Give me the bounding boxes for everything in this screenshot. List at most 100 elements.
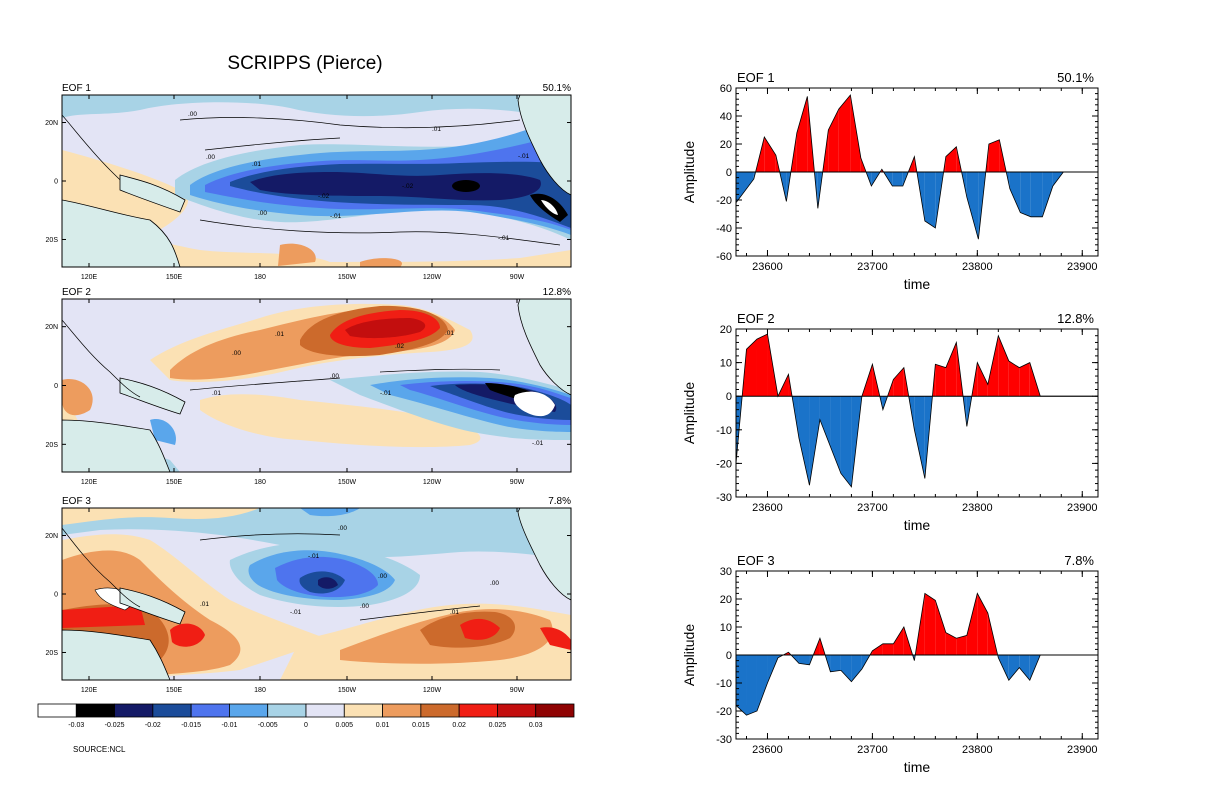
map-axis-ticks: 120E 150E 180 150W 120W 90W 20N 0 20S 120E 150E 180…	[45, 95, 571, 694]
colorbar-label: 0.02	[452, 722, 466, 729]
eof3-map-pct: 7.8%	[548, 496, 571, 507]
eof2-contour-label: .01	[275, 331, 284, 338]
colorbar-swatch	[305, 703, 345, 718]
map-lat-tick-label: 20S	[46, 237, 59, 244]
amplitude-area-segment	[850, 95, 861, 172]
amplitude-area-segment	[1019, 655, 1030, 681]
x-tick-label: 23900	[1067, 744, 1098, 756]
colorbar-label: 0	[304, 722, 308, 729]
y-tick-label: 20	[720, 139, 732, 151]
map-lon-tick-label: 120E	[81, 274, 98, 281]
colorbar-label: -0.03	[68, 722, 84, 729]
amplitude-area-segment	[872, 643, 883, 655]
amplitude-area-segment	[764, 137, 776, 172]
eof2-map-field	[62, 299, 571, 472]
amplitude-area-segment	[746, 655, 757, 716]
y-tick-label: 0	[726, 391, 732, 403]
map-lon-tick-label: 150W	[338, 274, 357, 281]
source-label: SOURCE:NCL	[73, 745, 126, 754]
colorbar-swatch	[535, 703, 575, 718]
colorbar-label: 0.03	[529, 722, 543, 729]
eof1-timeseries: -60 -40 -20 0 20 40 60 23600 23700 23800 23900 EOF …	[681, 70, 1099, 292]
amplitude-area-segment	[736, 172, 754, 203]
y-tick-label: -20	[716, 458, 732, 470]
map-lat-tick-label: 20S	[46, 650, 59, 657]
amplitude-area-segment	[945, 146, 957, 172]
eof1-map: EOF 1 50.1% .00 .01	[61, 83, 572, 268]
map-lon-tick-label: 150E	[166, 687, 183, 694]
amplitude-area-segment	[1019, 362, 1030, 397]
eof1-contour-label: -.01	[330, 213, 342, 220]
map-lat-tick-label: 20S	[46, 442, 59, 449]
eof2-contour-label: -.01	[532, 440, 544, 447]
y-axis-label: Amplitude	[681, 624, 697, 686]
eof2-contour-label: .00	[232, 350, 241, 357]
amplitude-area-segment	[809, 396, 820, 486]
eof2-map: EOF 2 12.8%	[61, 287, 572, 473]
colorbar-label: 0.01	[376, 722, 390, 729]
y-tick-label: -40	[716, 223, 732, 235]
eof3-timeseries: -30 -20 -10 0 10 20 30 23600 23700 23800 23900 EOF …	[681, 553, 1099, 775]
y-tick-label: -30	[716, 492, 732, 504]
amplitude-area-segment	[956, 635, 967, 655]
amplitude-area-segment	[840, 655, 852, 682]
panel-frame	[735, 328, 1099, 498]
x-tick-label: 23800	[962, 502, 993, 514]
amplitude-area-segment	[945, 632, 957, 655]
colorbar-label: -0.01	[221, 722, 237, 729]
x-axis-label: time	[904, 276, 931, 292]
x-tick-label: 23600	[752, 744, 783, 756]
colorbar-swatch	[497, 703, 537, 718]
amplitude-line	[736, 94, 1095, 240]
amplitude-area-segment	[966, 593, 978, 655]
colorbar-swatch	[382, 703, 422, 718]
eof1-map-label: EOF 1	[62, 83, 91, 94]
map-lon-tick-label: 120W	[423, 274, 442, 281]
y-tick-label: -20	[716, 195, 732, 207]
colorbar-label: -0.005	[258, 722, 278, 729]
y-tick-label: -10	[716, 678, 732, 690]
eof1-contour-label: .00	[206, 154, 215, 161]
amplitude-area-segment	[840, 396, 852, 487]
y-tick-label: 0	[726, 650, 732, 662]
map-lon-tick-label: 180	[254, 274, 266, 281]
map-lon-tick-label: 150W	[338, 479, 357, 486]
eof1-contour-label: .01	[252, 161, 261, 168]
eof3-map: EOF 3 7.8%	[61, 496, 572, 681]
y-tick-label: -20	[716, 706, 732, 718]
map-lat-tick-label: 20N	[45, 533, 58, 540]
y-tick-label: 0	[726, 167, 732, 179]
x-tick-label: 23800	[962, 261, 993, 273]
colorbar-swatch	[267, 703, 307, 718]
eof3-contour-label: .00	[378, 573, 387, 580]
map-lat-tick-label: 20N	[45, 120, 58, 127]
amplitude-area-segment	[935, 364, 946, 397]
eof2-contour-label: .00	[330, 373, 339, 380]
amplitude-area-segment	[893, 627, 904, 655]
eof1-contour-label: .00	[188, 111, 197, 118]
map-lon-tick-label: 90W	[510, 479, 525, 486]
eof3-map-label: EOF 3	[62, 496, 91, 507]
figure-title: SCRIPPS (Pierce)	[227, 53, 382, 74]
amplitude-area-segment	[830, 396, 841, 474]
colorbar-swatch	[75, 703, 115, 718]
panel-title: EOF 3	[737, 553, 775, 568]
x-tick-label: 23900	[1067, 261, 1098, 273]
eof1-contour-label: -.01	[498, 235, 510, 242]
y-axis-label: Amplitude	[681, 382, 697, 444]
eof3-contour-label: .00	[338, 525, 347, 532]
eof1-map-field	[62, 95, 571, 267]
map-lon-tick-label: 90W	[510, 687, 525, 694]
amplitude-area-segment	[1008, 360, 1020, 397]
map-lat-tick-label: 0	[54, 179, 58, 186]
x-axis-label: time	[904, 517, 931, 533]
eof1-contour-label: -.02	[318, 193, 330, 200]
x-tick-label: 23900	[1067, 502, 1098, 514]
amplitude-area-segment	[1008, 655, 1020, 681]
amplitude-area-segment	[935, 600, 946, 655]
colorbar-label: 0.025	[489, 722, 507, 729]
amplitude-area-segment	[893, 367, 904, 397]
colorbar-label: -0.02	[145, 722, 161, 729]
eof3-contour-label: .01	[200, 601, 209, 608]
